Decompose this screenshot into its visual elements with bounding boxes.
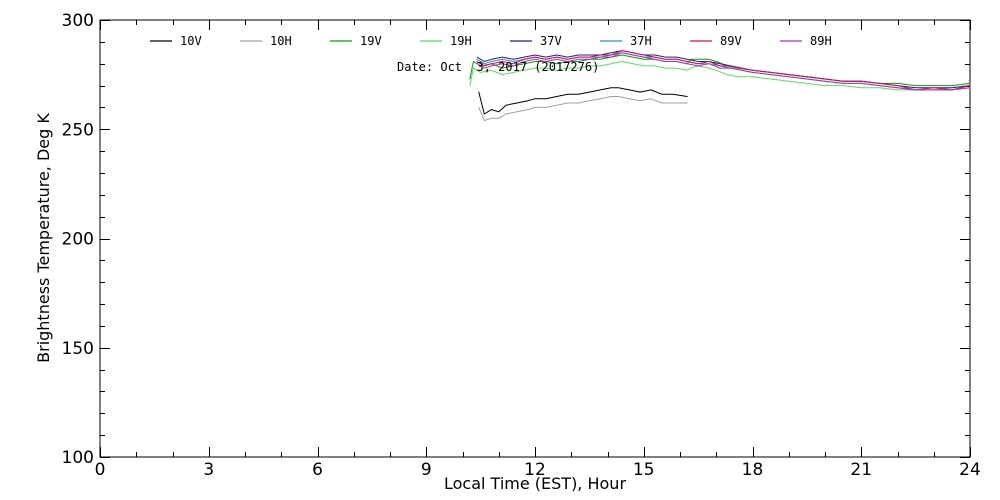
series-line-10v [478,87,688,115]
y-axis-title: Brightness Temperature, Deg K [34,113,53,363]
series-layer [469,50,971,121]
x-tick-label: 15 [633,460,655,480]
y-axis-ticks: 100 150 200 250 300 [62,11,970,468]
legend: 10V 10H 19V 19H 37V 37H 89V 89H [150,34,832,48]
y-tick-label: 150 [62,339,94,359]
x-tick-label: 6 [312,460,323,480]
series-line-89h [476,52,971,91]
legend-label-37v: 37V [540,34,562,48]
y-tick-label: 300 [62,11,94,31]
legend-label-89h: 89H [810,34,832,48]
legend-label-19v: 19V [360,34,382,48]
y-tick-label: 200 [62,230,94,250]
x-tick-label: 18 [742,460,764,480]
x-tick-label: 9 [421,460,432,480]
x-axis-title: Local Time (EST), Hour [444,474,626,493]
x-tick-label: 0 [95,460,106,480]
series-line-10h [478,96,688,121]
x-tick-label: 24 [959,460,981,480]
legend-label-10h: 10H [270,34,292,48]
y-tick-label: 100 [62,448,94,468]
legend-label-10v: 10V [180,34,202,48]
legend-label-89v: 89V [720,34,742,48]
x-axis-ticks: 0 3 6 9 12 15 18 21 24 [95,20,981,480]
x-tick-label: 12 [524,460,546,480]
series-line-19h [469,61,971,91]
legend-label-37h: 37H [630,34,652,48]
x-tick-label: 3 [203,460,214,480]
legend-label-19h: 19H [450,34,472,48]
series-line-89v [476,50,971,91]
date-annotation: Date: Oct 3, 2017 (2017276) [397,60,599,74]
x-tick-label: 21 [850,460,872,480]
y-tick-label: 250 [62,120,94,140]
